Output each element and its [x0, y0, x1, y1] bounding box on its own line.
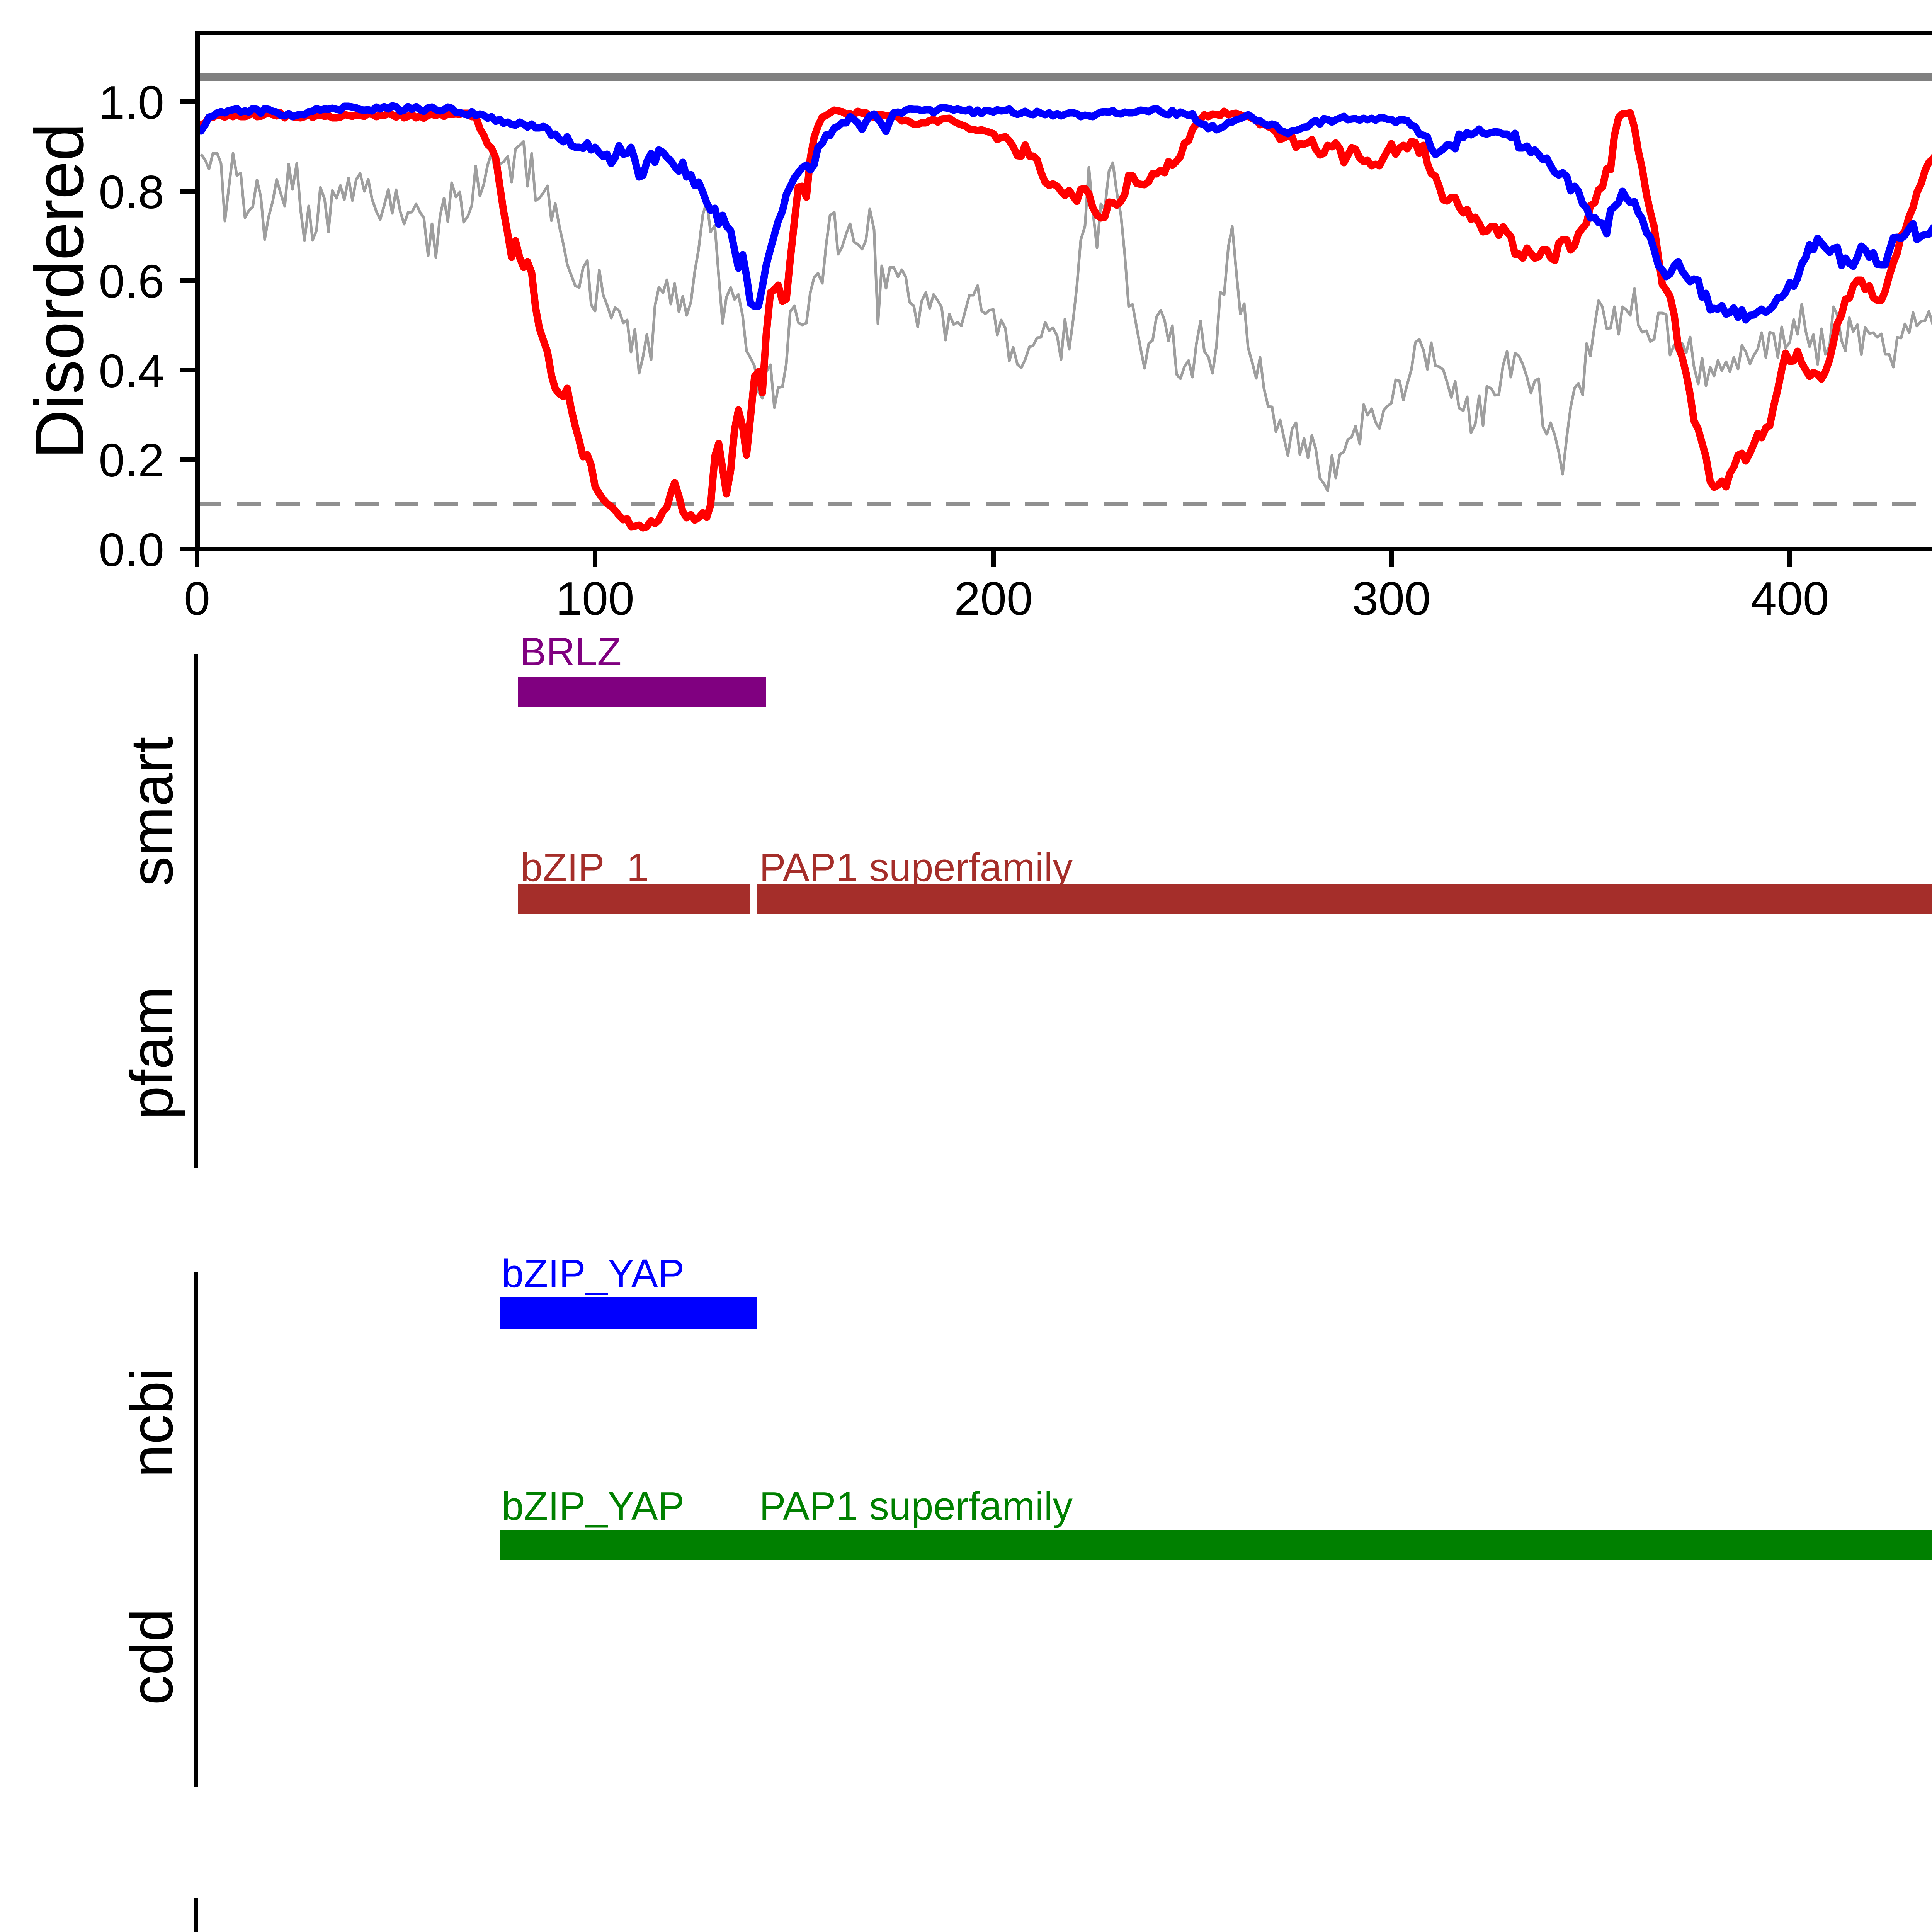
svg-text:ncbi: ncbi	[118, 1368, 185, 1478]
svg-text:0.2: 0.2	[99, 434, 164, 486]
svg-text:0.8: 0.8	[99, 166, 164, 218]
svg-text:0.6: 0.6	[99, 255, 164, 308]
svg-text:Disordered: Disordered	[21, 123, 98, 459]
svg-text:1.0: 1.0	[99, 76, 164, 129]
svg-text:0: 0	[184, 572, 210, 625]
svg-text:pfam: pfam	[118, 986, 185, 1120]
svg-text:bZIP_YAP: bZIP_YAP	[502, 1484, 684, 1528]
svg-text:PAP1 superfamily: PAP1 superfamily	[759, 1484, 1073, 1528]
svg-text:bZIP_YAP: bZIP_YAP	[502, 1251, 684, 1296]
svg-text:300: 300	[1352, 572, 1431, 625]
svg-text:0.4: 0.4	[99, 345, 164, 397]
svg-text:400: 400	[1750, 572, 1829, 625]
svg-text:BRLZ: BRLZ	[520, 629, 621, 674]
svg-text:cdd: cdd	[118, 1609, 185, 1705]
svg-text:bZIP_1: bZIP_1	[520, 845, 649, 889]
svg-text:100: 100	[556, 572, 634, 625]
svg-text:PAP1 superfamily: PAP1 superfamily	[759, 845, 1073, 889]
svg-text:0.0: 0.0	[99, 524, 164, 576]
svg-text:smart: smart	[118, 736, 185, 886]
svg-text:200: 200	[954, 572, 1033, 625]
